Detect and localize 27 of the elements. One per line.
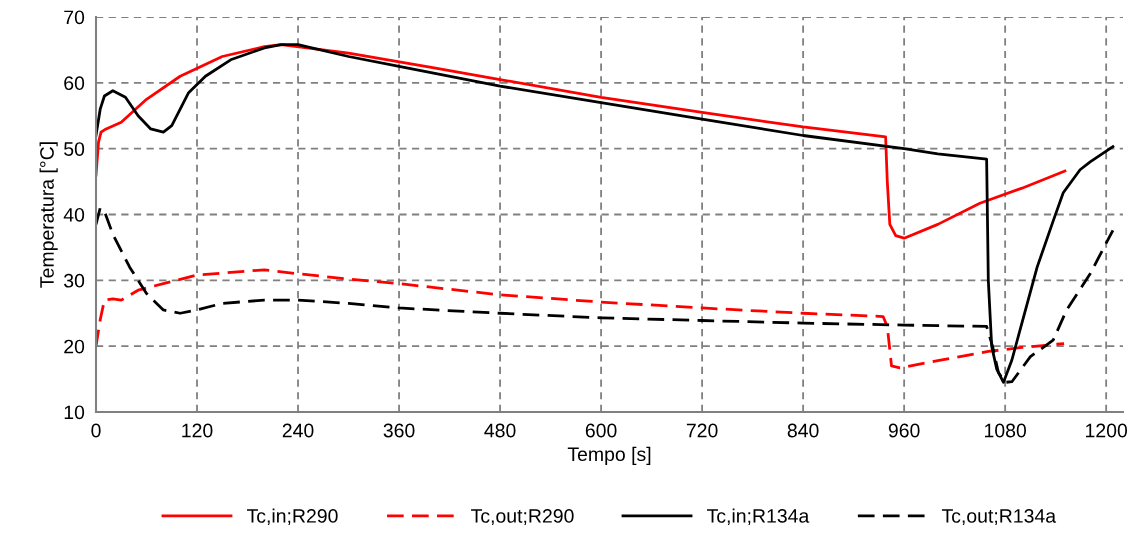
x-tick-label: 120 — [182, 423, 213, 438]
y-tick-label: 20 — [64, 339, 85, 354]
y-tick-label: 40 — [63, 207, 85, 222]
x-tick-label: 240 — [282, 423, 314, 438]
y-tick-label: 30 — [64, 273, 85, 288]
legend-label: Tc,out;R290 — [471, 509, 574, 526]
y-tick-label: 60 — [64, 76, 85, 91]
x-tick-label: 1200 — [1086, 423, 1128, 438]
x-tick-label: 0 — [91, 423, 101, 438]
legend-label: Tc,out;R134a — [941, 509, 1057, 526]
y-axis-title: Temperatura [°C] — [39, 142, 58, 288]
x-axis-title: Tempo [s] — [567, 446, 651, 465]
y-tick-label: 50 — [64, 142, 85, 156]
y-tick-label: 70 — [64, 10, 85, 25]
x-tick-label: 480 — [484, 423, 516, 438]
line-series — [96, 43, 1067, 240]
x-tick-label: 1080 — [985, 423, 1027, 438]
line-series — [96, 43, 1115, 384]
x-tick-label: 720 — [686, 423, 718, 438]
legend-label: Tc,in;R134a — [707, 508, 810, 526]
y-tick-label: 10 — [64, 405, 85, 420]
legend-label: Tc,in;R290 — [246, 508, 338, 526]
x-tick-label: 600 — [585, 423, 617, 438]
line-series — [96, 268, 1066, 370]
x-tick-label: 840 — [787, 423, 819, 438]
x-tick-label: 960 — [888, 423, 920, 438]
x-tick-label: 360 — [383, 423, 415, 438]
